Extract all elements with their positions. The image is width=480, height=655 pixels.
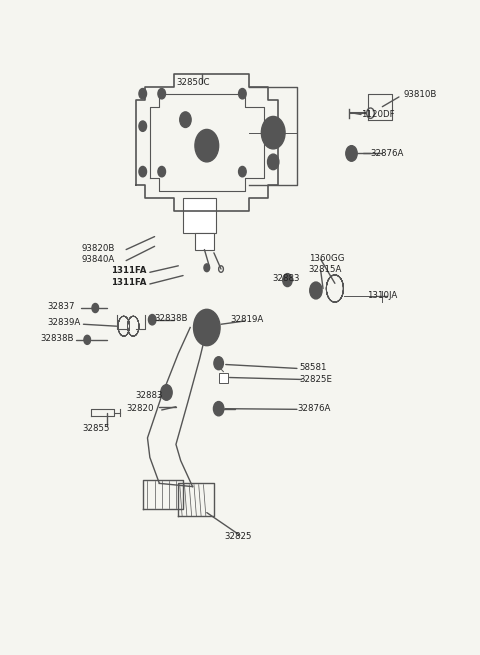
Circle shape bbox=[214, 357, 223, 369]
Text: 93840A: 93840A bbox=[81, 255, 114, 264]
Text: 32883: 32883 bbox=[272, 274, 300, 284]
Circle shape bbox=[195, 130, 219, 162]
Text: 93810B: 93810B bbox=[404, 90, 437, 100]
Text: 58581: 58581 bbox=[300, 364, 327, 372]
Text: 32837: 32837 bbox=[48, 302, 75, 311]
FancyBboxPatch shape bbox=[219, 373, 228, 383]
Text: 32876A: 32876A bbox=[297, 404, 330, 413]
Text: 32825E: 32825E bbox=[300, 375, 332, 384]
Circle shape bbox=[346, 145, 357, 161]
Text: 32815A: 32815A bbox=[309, 265, 342, 274]
Text: 1311FA: 1311FA bbox=[111, 267, 146, 276]
Text: 32839A: 32839A bbox=[48, 318, 81, 328]
Circle shape bbox=[148, 314, 156, 325]
Circle shape bbox=[193, 309, 220, 346]
Circle shape bbox=[139, 121, 146, 132]
Circle shape bbox=[158, 166, 166, 177]
Circle shape bbox=[310, 282, 322, 299]
Circle shape bbox=[214, 402, 224, 416]
Text: 32883: 32883 bbox=[136, 391, 163, 400]
Circle shape bbox=[261, 117, 285, 149]
Text: 1360GG: 1360GG bbox=[309, 253, 344, 263]
Circle shape bbox=[84, 335, 91, 345]
Circle shape bbox=[161, 384, 172, 400]
Text: 1310JA: 1310JA bbox=[367, 291, 397, 299]
Text: 32820: 32820 bbox=[126, 404, 154, 413]
Text: 1120DF: 1120DF bbox=[361, 110, 395, 119]
Text: 32838B: 32838B bbox=[155, 314, 188, 323]
Text: 32850C: 32850C bbox=[176, 77, 209, 86]
Text: 32876A: 32876A bbox=[371, 149, 404, 158]
Text: 32819A: 32819A bbox=[230, 315, 264, 324]
Circle shape bbox=[158, 88, 166, 99]
Circle shape bbox=[204, 264, 210, 272]
Circle shape bbox=[180, 112, 191, 128]
Circle shape bbox=[139, 88, 146, 99]
Text: 93820B: 93820B bbox=[81, 244, 114, 253]
Circle shape bbox=[239, 166, 246, 177]
Circle shape bbox=[139, 166, 146, 177]
FancyBboxPatch shape bbox=[195, 233, 214, 250]
Text: 32855: 32855 bbox=[83, 424, 110, 433]
Circle shape bbox=[267, 154, 279, 170]
FancyBboxPatch shape bbox=[183, 198, 216, 233]
Circle shape bbox=[92, 303, 98, 312]
Circle shape bbox=[283, 274, 292, 287]
Circle shape bbox=[239, 88, 246, 99]
Text: 32838B: 32838B bbox=[41, 334, 74, 343]
Text: 32825: 32825 bbox=[225, 532, 252, 541]
Text: 1311FA: 1311FA bbox=[111, 278, 146, 287]
